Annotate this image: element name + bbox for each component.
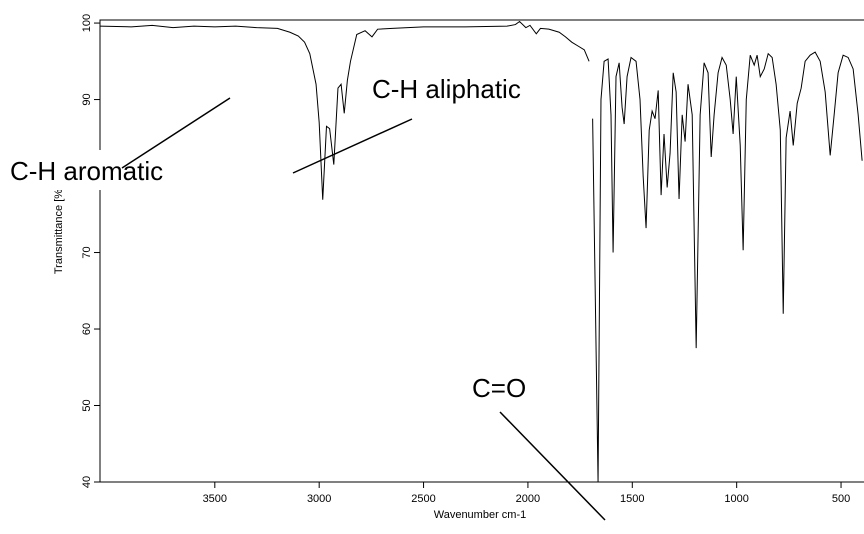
- y-axis-label: Transmittance [%]: [53, 186, 65, 274]
- y-tick-label: 50: [81, 399, 93, 411]
- annotation: C-H aromatic: [10, 156, 163, 186]
- annotation-line: [121, 97, 231, 169]
- x-tick-label: 3000: [307, 493, 331, 505]
- x-tick-label: 3500: [203, 493, 227, 505]
- y-tick-label: 60: [81, 323, 93, 335]
- x-tick-label: 2500: [411, 493, 435, 505]
- x-tick-label: 1000: [724, 493, 748, 505]
- y-tick-label: 90: [81, 93, 93, 105]
- y-tick-label: 100: [81, 14, 93, 32]
- annotation-line: [292, 118, 413, 174]
- y-tick-label: 70: [81, 246, 93, 258]
- x-tick-label: 2000: [516, 493, 540, 505]
- spectrum-line: [100, 20, 863, 483]
- x-tick-label: 500: [832, 493, 850, 505]
- annotation: C=O: [472, 373, 526, 403]
- plot-frame: [99, 19, 864, 483]
- annotation-line: [499, 411, 606, 521]
- annotation-background: [6, 150, 206, 190]
- annotation: C-H aliphatic: [372, 74, 521, 104]
- x-axis-label: Wavenumber cm-1: [434, 509, 527, 521]
- x-tick-label: 1500: [620, 493, 644, 505]
- y-tick-label: 40: [81, 476, 93, 488]
